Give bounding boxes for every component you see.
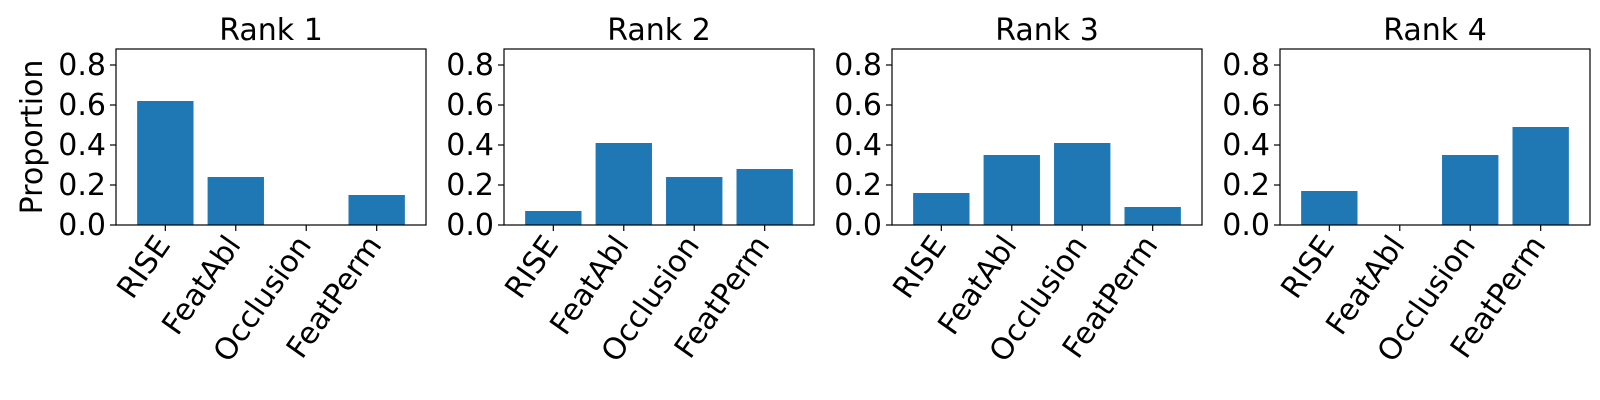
x-tick-label: RISE: [498, 230, 566, 306]
x-tick-label: RISE: [110, 230, 178, 306]
y-tick-label: 0.2: [1222, 168, 1270, 203]
bar-featperm: [736, 169, 793, 225]
y-tick-label: 0.8: [446, 48, 494, 83]
bar-rise: [525, 211, 582, 225]
bar-featabl: [595, 143, 652, 225]
panel-rank-4: Rank 40.00.20.40.60.8RISEFeatAblOcclusio…: [1222, 13, 1591, 369]
bar-featperm: [1512, 127, 1569, 225]
bar-occlusion: [666, 177, 723, 225]
x-tick-label: RISE: [886, 230, 954, 306]
y-tick-label: 0.0: [1222, 208, 1270, 243]
y-tick-label: 0.6: [58, 88, 106, 123]
axes-frame: [891, 48, 1203, 226]
bar-rise: [1301, 191, 1358, 225]
panel-rank-3: Rank 30.00.20.40.60.8RISEFeatAblOcclusio…: [834, 13, 1203, 369]
bar-featperm: [1124, 207, 1181, 225]
bar-rise: [137, 101, 194, 225]
panel-title: Rank 1: [219, 13, 323, 48]
y-tick-label: 0.4: [1222, 128, 1270, 163]
bar-featabl: [983, 155, 1040, 225]
bar-occlusion: [1442, 155, 1499, 225]
axes-frame: [503, 48, 815, 226]
bar-occlusion: [1054, 143, 1111, 225]
panel-rank-1: Rank 1Proportion0.00.20.40.60.8RISEFeatA…: [15, 13, 427, 369]
panel-title: Rank 2: [607, 13, 711, 48]
y-tick-label: 0.0: [58, 208, 106, 243]
axes-frame: [115, 48, 427, 226]
bar-featabl: [207, 177, 264, 225]
y-tick-label: 0.8: [58, 48, 106, 83]
y-tick-label: 0.6: [1222, 88, 1270, 123]
bar-featperm: [348, 195, 405, 225]
y-tick-label: 0.4: [834, 128, 882, 163]
panel-title: Rank 3: [995, 13, 1099, 48]
y-tick-label: 0.4: [58, 128, 106, 163]
y-tick-label: 0.0: [834, 208, 882, 243]
y-tick-label: 0.8: [1222, 48, 1270, 83]
panel-title: Rank 4: [1383, 13, 1487, 48]
y-tick-label: 0.6: [446, 88, 494, 123]
y-tick-label: 0.6: [834, 88, 882, 123]
y-tick-label: 0.2: [58, 168, 106, 203]
panel-rank-2: Rank 20.00.20.40.60.8RISEFeatAblOcclusio…: [446, 13, 815, 369]
y-tick-label: 0.8: [834, 48, 882, 83]
y-tick-label: 0.2: [446, 168, 494, 203]
y-tick-label: 0.0: [446, 208, 494, 243]
x-tick-label: RISE: [1274, 230, 1342, 306]
y-tick-label: 0.4: [446, 128, 494, 163]
bar-rise: [913, 193, 970, 225]
y-tick-label: 0.2: [834, 168, 882, 203]
y-axis-label: Proportion: [15, 60, 50, 215]
axes-frame: [1279, 48, 1591, 226]
